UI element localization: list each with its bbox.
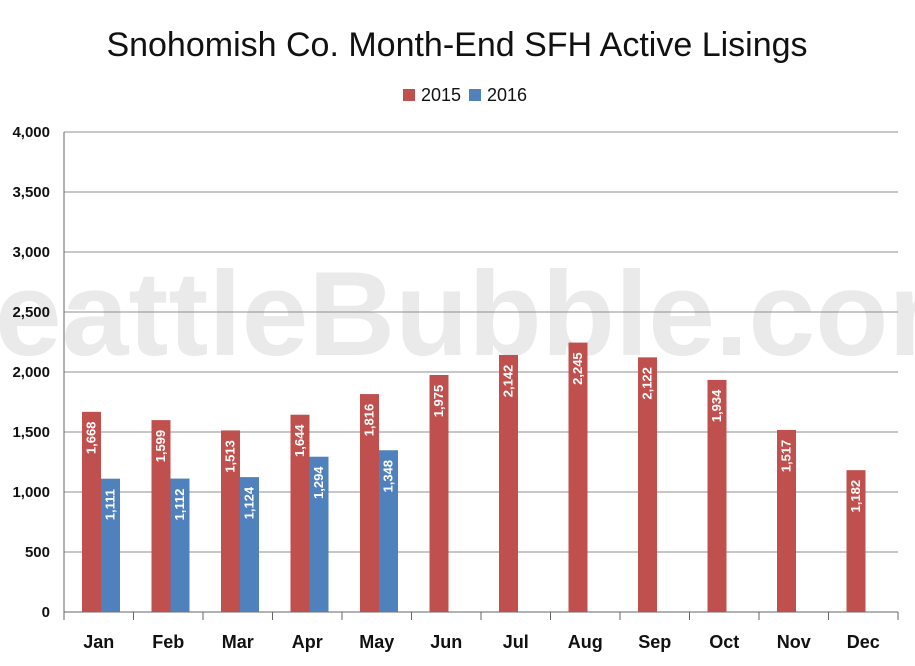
data-label-2016-apr: 1,294: [311, 466, 326, 499]
bar-2016-apr: [309, 456, 329, 612]
data-label-2015-jul: 2,142: [501, 365, 516, 398]
data-label-2016-jan: 1,111: [103, 489, 118, 520]
axes: 0 500 1,000 1,500 2,000 2,500 3,000 3,500 4,000 J…: [12, 124, 899, 652]
y-tick-label-2500: 2,500: [12, 304, 50, 321]
data-label-2015-dec: 1,182: [848, 480, 863, 513]
y-tick-label-3500: 3,500: [12, 184, 50, 201]
grid-lines: [64, 131, 898, 613]
x-tick-label-Apr: Apr: [292, 632, 323, 652]
x-tick-label-Jan: Jan: [83, 632, 114, 652]
bar-2016-may: [379, 450, 398, 612]
y-tick-label-500: 500: [25, 544, 50, 561]
bar-2016-mar: [240, 477, 259, 612]
y-tick-label-2000: 2,000: [12, 364, 50, 381]
x-tick-label-Feb: Feb: [152, 632, 184, 652]
data-label-2016-mar: 1,124: [242, 486, 257, 519]
legend-swatch-2016: [469, 89, 481, 101]
y-tick-label-4000: 4,000: [12, 124, 50, 141]
data-label-2015-mar: 1,513: [223, 440, 238, 473]
bar-2015-feb: [151, 420, 171, 612]
legend-label-2015: 2015: [421, 85, 461, 105]
data-label-2015-feb: 1,599: [153, 430, 168, 463]
data-label-2015-apr: 1,644: [292, 424, 307, 457]
bar-2016-feb: [170, 478, 190, 612]
bar-2015-may: [360, 394, 379, 612]
data-label-2015-aug: 2,245: [570, 352, 585, 385]
data-label-2015-jan: 1,668: [84, 422, 99, 455]
x-tick-label-Jul: Jul: [503, 632, 529, 652]
x-tick-label-Oct: Oct: [709, 632, 739, 652]
data-label-2015-may: 1,816: [362, 404, 377, 437]
data-label-2015-oct: 1,934: [709, 389, 724, 422]
y-tick-label-3000: 3,000: [12, 244, 50, 261]
bars-layer: [82, 342, 866, 612]
labels-layer: 1,668 1,111 1,599 1,112 1,513 1,124 1,644 1,294…: [84, 352, 864, 520]
bar-2015-apr: [290, 414, 310, 612]
data-label-2016-may: 1,348: [381, 460, 396, 493]
chart-legend: 2015 2016: [403, 85, 527, 105]
y-tick-label-1500: 1,500: [12, 424, 50, 441]
bar-2015-sep: [638, 357, 657, 612]
legend-label-2016: 2016: [487, 85, 527, 105]
x-tick-label-Dec: Dec: [847, 632, 880, 652]
x-tick-label-Aug: Aug: [568, 632, 603, 652]
bar-2015-dec: [846, 470, 866, 612]
x-tick-label-Jun: Jun: [430, 632, 462, 652]
x-tick-label-Nov: Nov: [777, 632, 811, 652]
data-label-2015-sep: 2,122: [640, 367, 655, 400]
bar-2015-jun: [429, 375, 449, 612]
legend-swatch-2015: [403, 89, 415, 101]
bar-2015-oct: [707, 379, 727, 612]
bar-2015-mar: [221, 430, 240, 612]
x-tick-label-Sep: Sep: [638, 632, 671, 652]
y-tick-label-0: 0: [42, 604, 50, 621]
data-label-2016-feb: 1,112: [172, 489, 187, 521]
x-tick-label-May: May: [359, 632, 394, 652]
chart-title: Snohomish Co. Month-End SFH Active Lisin…: [106, 26, 807, 64]
watermark-text: SeattleBubble.com: [0, 247, 915, 381]
x-tick-label-Mar: Mar: [222, 632, 254, 652]
y-tick-label-1000: 1,000: [12, 484, 50, 501]
bar-2015-jan: [82, 411, 101, 612]
bar-2015-aug: [568, 342, 588, 612]
data-label-2015-nov: 1,517: [779, 440, 794, 473]
bar-2016-jan: [101, 478, 120, 612]
data-label-2015-jun: 1,975: [431, 385, 446, 418]
bar-2015-nov: [777, 429, 796, 612]
bar-2015-jul: [499, 354, 518, 612]
